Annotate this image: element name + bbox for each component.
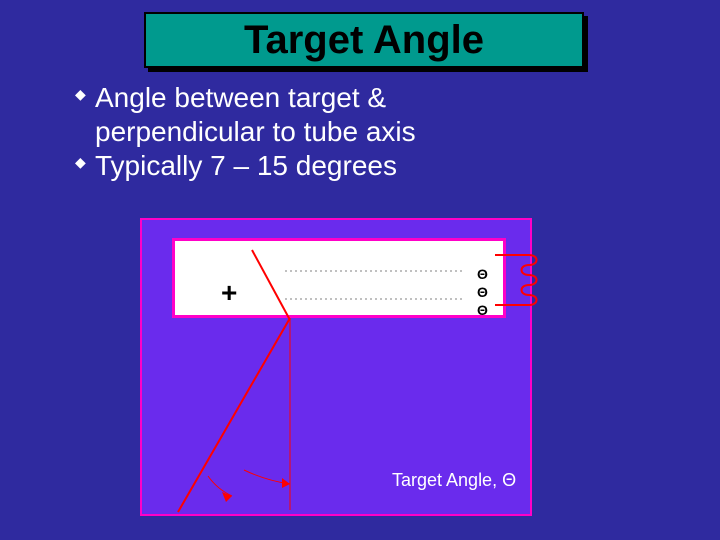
angle-arc-2 <box>208 476 232 496</box>
bullet-item: Angle between target & <box>75 82 655 114</box>
slide: Target Angle Angle between target & ◆ pe… <box>0 0 720 540</box>
title-box: Target Angle <box>144 12 584 68</box>
bullet-list: Angle between target & ◆ perpendicular t… <box>75 82 655 185</box>
bullet-item-cont: ◆ perpendicular to tube axis <box>75 116 655 148</box>
bullet-text: Typically 7 – 15 degrees <box>95 150 397 181</box>
diagram-frame: + Θ Θ Θ Target Angle, Θ <box>140 218 532 516</box>
target-face-line <box>252 250 290 320</box>
bullet-text: perpendicular to tube axis <box>95 116 416 147</box>
xray-beam-line <box>178 318 290 512</box>
arrow-head-1 <box>282 478 290 488</box>
bullet-text: Angle between target & <box>95 82 386 113</box>
bullet-item: Typically 7 – 15 degrees <box>75 150 655 182</box>
title-text: Target Angle <box>244 18 484 63</box>
angle-label: Target Angle, Θ <box>392 470 516 491</box>
